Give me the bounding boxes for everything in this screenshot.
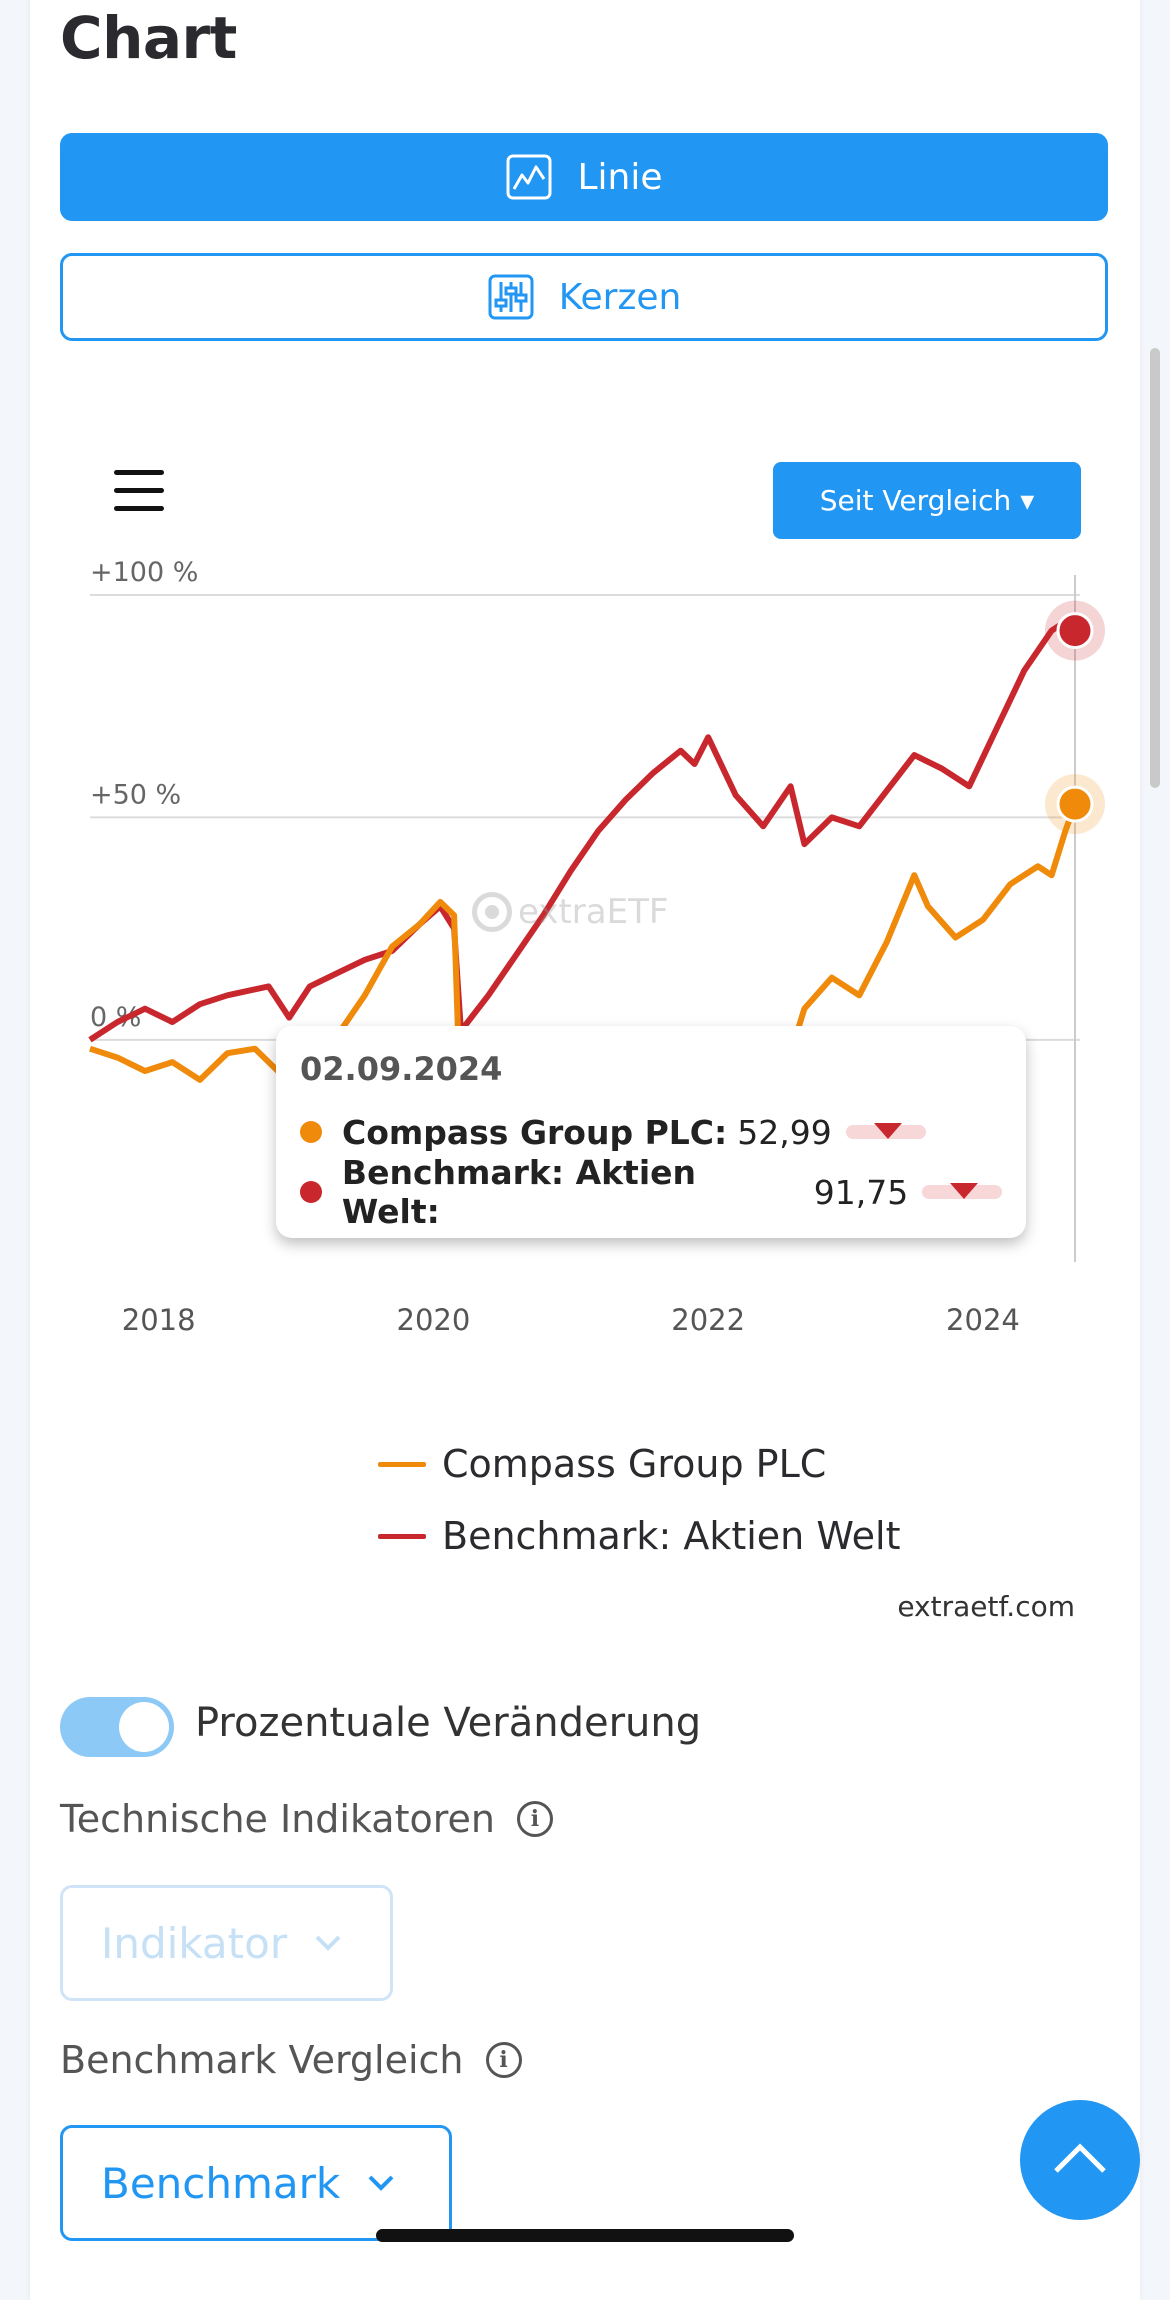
tooltip-row-compass: Compass Group PLC: 52,99 [300, 1102, 1002, 1162]
indicator-select-label: Indikator [101, 1918, 288, 1968]
watermark-logo-icon [472, 892, 512, 932]
x-tick-label: 2018 [122, 1303, 196, 1337]
percent-change-label: Prozentuale Veränderung [195, 1700, 702, 1746]
benchmark-comparison-label: Benchmark Vergleich [60, 2038, 464, 2082]
chevron-down-icon [366, 2173, 396, 2193]
y-tick-label: +50 % [90, 779, 181, 810]
x-tick-label: 2020 [397, 1303, 471, 1337]
series-end-point [1056, 785, 1094, 823]
benchmark-select-label: Benchmark [101, 2158, 341, 2208]
legend-label-benchmark: Benchmark: Aktien Welt [442, 1514, 901, 1558]
chevron-down-icon [313, 1933, 343, 1953]
indicator-select[interactable]: Indikator [60, 1885, 393, 2001]
legend-item-benchmark[interactable]: Benchmark: Aktien Welt [378, 1500, 901, 1572]
percent-change-toggle[interactable] [60, 1697, 174, 1757]
legend-label-compass: Compass Group PLC [442, 1442, 827, 1486]
x-tick-label: 2024 [946, 1303, 1020, 1337]
chart-credits-link[interactable]: extraetf.com [897, 1590, 1075, 1623]
legend-item-compass[interactable]: Compass Group PLC [378, 1428, 901, 1500]
x-tick-label: 2022 [671, 1303, 745, 1337]
trend-down-icon [922, 1183, 1002, 1199]
tooltip-dot-compass [300, 1121, 322, 1143]
candle-chart-button[interactable]: Kerzen [60, 253, 1108, 341]
line-chart-button[interactable]: Linie [60, 133, 1108, 221]
series-line [88, 618, 1078, 1043]
info-icon[interactable]: i [516, 1801, 553, 1837]
tooltip-row-benchmark: Benchmark: Aktien Welt: 91,75 [300, 1153, 1002, 1231]
menu-icon[interactable] [114, 470, 164, 520]
page-title: Chart [60, 4, 237, 72]
home-indicator [376, 2229, 794, 2242]
watermark: extraETF [472, 892, 668, 932]
line-chart-label: Linie [577, 156, 663, 198]
scroll-to-top-button[interactable] [1020, 2100, 1140, 2220]
benchmark-select[interactable]: Benchmark [60, 2125, 452, 2241]
tooltip-name-benchmark: Benchmark: Aktien Welt: [341, 1153, 697, 1231]
legend-line-benchmark [378, 1533, 426, 1539]
tooltip-value-benchmark: 91,75 [813, 1172, 909, 1212]
tooltip-value-compass: 52,99 [737, 1112, 832, 1152]
trend-down-icon [845, 1123, 926, 1139]
technical-indicators-heading: Technische Indikatoren i [60, 1797, 553, 1841]
technical-indicators-label: Technische Indikatoren [60, 1797, 495, 1841]
info-icon[interactable]: i [485, 2042, 522, 2078]
chart-tooltip: 02.09.2024 Compass Group PLC: 52,99 Benc… [276, 1026, 1026, 1238]
sliders-icon [487, 273, 535, 321]
y-tick-label: +100 % [90, 557, 198, 588]
series-end-point [1056, 612, 1094, 650]
range-selector-button[interactable]: Seit Vergleich ▾ [773, 462, 1081, 539]
legend-line-compass [378, 1461, 426, 1467]
watermark-text: extraETF [518, 892, 669, 932]
chart-area: Seit Vergleich ▾ +100 % +50 % 0 % 2018 2020 2… [60, 420, 1108, 1558]
line-chart-icon [505, 153, 553, 201]
candle-chart-label: Kerzen [558, 276, 682, 318]
benchmark-comparison-heading: Benchmark Vergleich i [60, 2038, 522, 2082]
tooltip-name-compass: Compass Group PLC: [342, 1112, 728, 1152]
tooltip-dot-benchmark [300, 1181, 322, 1203]
chevron-up-icon [1052, 2141, 1108, 2179]
toggle-knob [119, 1702, 169, 1752]
chart-legend: Compass Group PLC Benchmark: Aktien Welt [378, 1428, 901, 1572]
scrollbar[interactable] [1150, 348, 1160, 788]
tooltip-date: 02.09.2024 [300, 1050, 503, 1088]
